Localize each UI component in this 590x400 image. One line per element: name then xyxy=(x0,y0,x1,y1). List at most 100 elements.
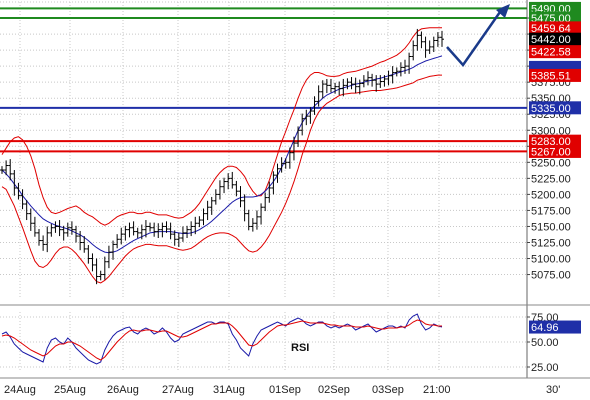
moving-average-line xyxy=(1,55,443,254)
price-bar xyxy=(61,225,66,241)
price-bar xyxy=(300,113,305,136)
price-bar xyxy=(287,147,292,169)
price-marker-box xyxy=(529,32,581,46)
price-bar xyxy=(341,78,346,97)
price-bar xyxy=(271,171,276,195)
price-bar xyxy=(12,170,17,196)
price-bar xyxy=(378,75,383,88)
time-label: 26Aug xyxy=(107,384,139,396)
price-bar xyxy=(361,75,366,88)
price-bar xyxy=(337,81,342,95)
price-bar xyxy=(312,96,317,115)
time-label: 31Aug xyxy=(213,384,245,396)
price-bar xyxy=(250,218,255,232)
price-tick-label: 5225.00 xyxy=(531,173,571,185)
time-label: 21:00 xyxy=(423,384,451,396)
price-bar xyxy=(365,71,370,86)
price-bar xyxy=(333,82,338,94)
price-bar xyxy=(402,59,407,74)
time-label: 27Aug xyxy=(162,384,194,396)
price-bar xyxy=(283,158,288,169)
time-label: 25Aug xyxy=(54,384,86,396)
price-bar xyxy=(390,66,395,84)
rsi-title: RSI xyxy=(291,342,309,354)
price-bar xyxy=(201,208,206,226)
resistance-level-label: 5267.00 xyxy=(529,144,581,158)
price-bar xyxy=(82,236,87,253)
price-bar xyxy=(57,220,62,237)
price-bar xyxy=(8,159,13,181)
price-marker-text: 5422.58 xyxy=(531,47,571,59)
price-bar xyxy=(131,221,136,236)
price-bar xyxy=(98,270,103,281)
price-bar xyxy=(119,227,124,245)
price-bar xyxy=(193,216,198,235)
price-bar xyxy=(324,78,329,94)
price-bar xyxy=(69,221,74,235)
rsi-tick-label: 50.00 xyxy=(531,337,559,349)
price-bar xyxy=(127,222,132,238)
price-bar xyxy=(230,171,235,189)
price-bar xyxy=(106,245,111,269)
price-marker: 5442.00 xyxy=(529,32,581,46)
forecast-arrow-line xyxy=(446,11,502,68)
price-bar xyxy=(242,194,247,222)
price-bar xyxy=(24,200,29,221)
price-marker-text: 5442.00 xyxy=(531,34,571,46)
price-bar xyxy=(345,78,350,90)
price-bar xyxy=(279,157,284,173)
price-bar xyxy=(102,256,107,280)
price-bar xyxy=(423,36,428,58)
price-bar xyxy=(427,40,432,54)
price-bar xyxy=(222,177,227,194)
price-bar xyxy=(94,258,99,285)
price-bar xyxy=(160,222,165,238)
price-bar xyxy=(28,208,33,231)
price-bar xyxy=(398,62,403,77)
price-tick-label: 5250.00 xyxy=(531,157,571,169)
time-label: 03Sep xyxy=(372,384,404,396)
price-bar xyxy=(168,222,173,240)
price-bar xyxy=(275,163,280,183)
resistance-level-label-box xyxy=(529,134,581,148)
price-bar xyxy=(435,32,440,47)
price-bar xyxy=(440,30,444,47)
price-bar xyxy=(246,209,251,231)
price-bar xyxy=(41,235,46,251)
price-bar xyxy=(148,222,153,232)
price-bar xyxy=(349,77,354,90)
price-marker: 5422.58 xyxy=(529,45,581,59)
price-bar xyxy=(123,225,128,241)
price-marker: 5385.51 xyxy=(529,68,581,82)
forecast-arrow-head xyxy=(496,4,510,18)
price-bar xyxy=(374,75,379,92)
price-bar xyxy=(143,220,148,238)
price-bar xyxy=(304,109,309,126)
price-bar xyxy=(135,227,140,238)
price-bar xyxy=(353,77,358,94)
price-marker-box xyxy=(529,45,581,59)
price-bar xyxy=(139,224,144,240)
price-bar xyxy=(152,222,157,237)
price-bar xyxy=(74,225,79,243)
price-bar xyxy=(0,166,4,174)
price-bar xyxy=(316,85,321,107)
price-tick-label: 5300.00 xyxy=(531,125,571,137)
price-bar xyxy=(65,222,70,237)
time-label: 24Aug xyxy=(4,384,36,396)
horizontal-levels xyxy=(0,7,527,153)
price-bar xyxy=(180,226,185,242)
price-bar xyxy=(176,232,181,247)
rsi-signal-line xyxy=(1,319,442,361)
price-marker: 5459.64 xyxy=(529,21,581,35)
support-level-label: 5335.00 xyxy=(529,101,581,115)
price-bar xyxy=(53,221,58,233)
price-bar xyxy=(431,36,436,53)
forecast-arrow xyxy=(446,4,510,68)
timeframe-label: 30' xyxy=(546,384,560,396)
resistance-level-label-box xyxy=(529,144,581,158)
price-bar xyxy=(386,70,391,86)
price-bar xyxy=(407,52,412,74)
price-bar xyxy=(382,75,387,87)
price-marker-box xyxy=(529,21,581,35)
